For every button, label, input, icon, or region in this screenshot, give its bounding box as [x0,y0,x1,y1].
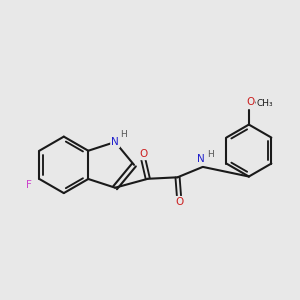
Text: O: O [246,97,254,107]
Text: CH₃: CH₃ [257,99,274,108]
Text: H: H [120,130,127,139]
Text: F: F [26,180,32,190]
Text: N: N [197,154,205,164]
Text: O: O [175,197,183,207]
Text: N: N [111,137,119,147]
Text: O: O [139,149,148,159]
Text: H: H [207,150,214,159]
